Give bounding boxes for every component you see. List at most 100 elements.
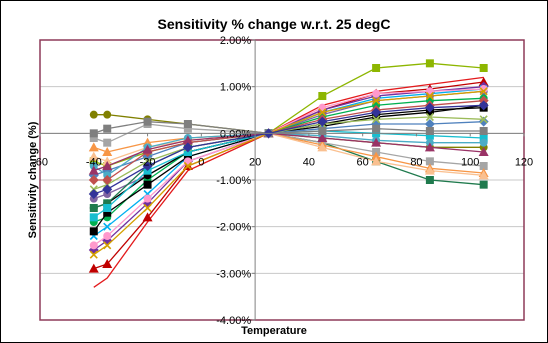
data-point xyxy=(89,110,98,119)
data-point xyxy=(318,92,327,100)
data-point xyxy=(424,102,435,113)
data-point xyxy=(478,116,489,127)
data-point xyxy=(89,157,98,166)
data-point xyxy=(425,59,434,68)
data-point xyxy=(89,250,98,259)
data-point xyxy=(479,138,488,147)
data-point xyxy=(102,259,113,268)
y-tick-label: 0.00% xyxy=(220,128,251,140)
y-tick-label: -1.00% xyxy=(216,175,251,187)
y-axis: 2.00% 1.00% 0.00% -1.00% -2.00% -3.00% -4.00% xyxy=(216,35,256,327)
data-point xyxy=(478,170,489,180)
data-point xyxy=(317,142,328,152)
x-tick-label: 40 xyxy=(303,156,315,168)
data-point xyxy=(424,165,435,175)
data-point xyxy=(425,157,434,166)
data-point xyxy=(372,96,381,105)
y-tick-label: 1.00% xyxy=(220,82,251,94)
series-line xyxy=(93,76,484,288)
x-tick-label: -60 xyxy=(32,156,48,168)
chart-title: Sensitivity % change w.r.t. 25 degC xyxy=(158,16,391,32)
data-point xyxy=(371,137,382,147)
data-point xyxy=(424,119,435,129)
x-tick-label: -20 xyxy=(140,156,156,168)
data-point xyxy=(183,152,192,161)
data-point xyxy=(479,180,488,189)
data-point xyxy=(425,112,434,122)
y-axis-title: Sensitivity change (%) xyxy=(27,121,39,238)
data-point xyxy=(143,203,152,213)
data-point xyxy=(102,161,113,170)
data-point xyxy=(318,127,327,135)
series-layer xyxy=(88,59,489,288)
x-tick-label: 60 xyxy=(357,156,369,168)
data-point xyxy=(88,263,99,273)
data-point xyxy=(103,199,112,208)
x-tick-label: 0 xyxy=(198,156,204,168)
series-line xyxy=(93,132,484,209)
data-point xyxy=(371,151,382,161)
x-tick-label: 100 xyxy=(461,156,479,168)
data-point xyxy=(88,142,99,152)
data-point xyxy=(372,89,381,98)
data-point xyxy=(103,110,112,119)
data-point xyxy=(103,204,112,212)
data-point xyxy=(88,189,99,199)
data-point xyxy=(425,91,434,101)
data-point xyxy=(103,241,112,250)
plot-area-border xyxy=(39,39,525,321)
data-point xyxy=(424,142,435,152)
data-point xyxy=(183,124,192,133)
data-point xyxy=(143,194,152,203)
y-tick-label: 2.00% xyxy=(220,35,251,47)
data-point xyxy=(479,127,488,135)
data-point xyxy=(103,222,112,231)
data-point xyxy=(478,77,489,86)
x-tick-label: 80 xyxy=(410,156,422,168)
data-point xyxy=(425,176,434,184)
data-point xyxy=(479,115,488,124)
data-point xyxy=(103,232,112,240)
data-point xyxy=(372,124,381,133)
data-point xyxy=(425,127,434,135)
data-point xyxy=(89,134,98,142)
data-point xyxy=(183,120,192,128)
data-point xyxy=(102,156,113,166)
data-point xyxy=(183,161,192,171)
x-axis: -60 -40 -20 0 20 40 60 80 100 120 xyxy=(32,132,533,168)
data-point xyxy=(88,151,99,161)
data-point xyxy=(103,208,112,217)
data-point xyxy=(103,124,112,133)
data-point xyxy=(103,138,112,147)
data-point xyxy=(479,87,488,96)
data-point xyxy=(142,144,153,154)
data-point xyxy=(88,175,99,185)
data-point xyxy=(478,147,489,156)
data-point xyxy=(479,134,488,142)
data-point xyxy=(102,175,113,185)
data-point xyxy=(89,204,98,212)
y-tick-label: -4.00% xyxy=(216,315,251,327)
data-point xyxy=(143,117,152,126)
data-point xyxy=(479,162,488,170)
x-tick-label: 120 xyxy=(515,156,533,168)
y-tick-label: -2.00% xyxy=(216,222,251,234)
data-point xyxy=(182,142,193,153)
data-point xyxy=(478,100,489,111)
x-tick-label: 20 xyxy=(249,156,261,168)
x-axis-title: Temperature xyxy=(241,325,307,337)
data-point xyxy=(102,184,113,195)
data-point xyxy=(317,133,328,142)
data-point xyxy=(425,131,434,140)
data-point xyxy=(143,180,152,189)
data-point xyxy=(372,115,381,124)
x-tick-label: -40 xyxy=(86,156,102,168)
data-point xyxy=(371,107,382,118)
data-point xyxy=(89,227,98,236)
data-point xyxy=(89,213,98,222)
series-2 xyxy=(93,76,484,288)
data-point xyxy=(142,212,153,222)
data-point xyxy=(371,156,382,166)
y-tick-label: -3.00% xyxy=(216,268,251,280)
